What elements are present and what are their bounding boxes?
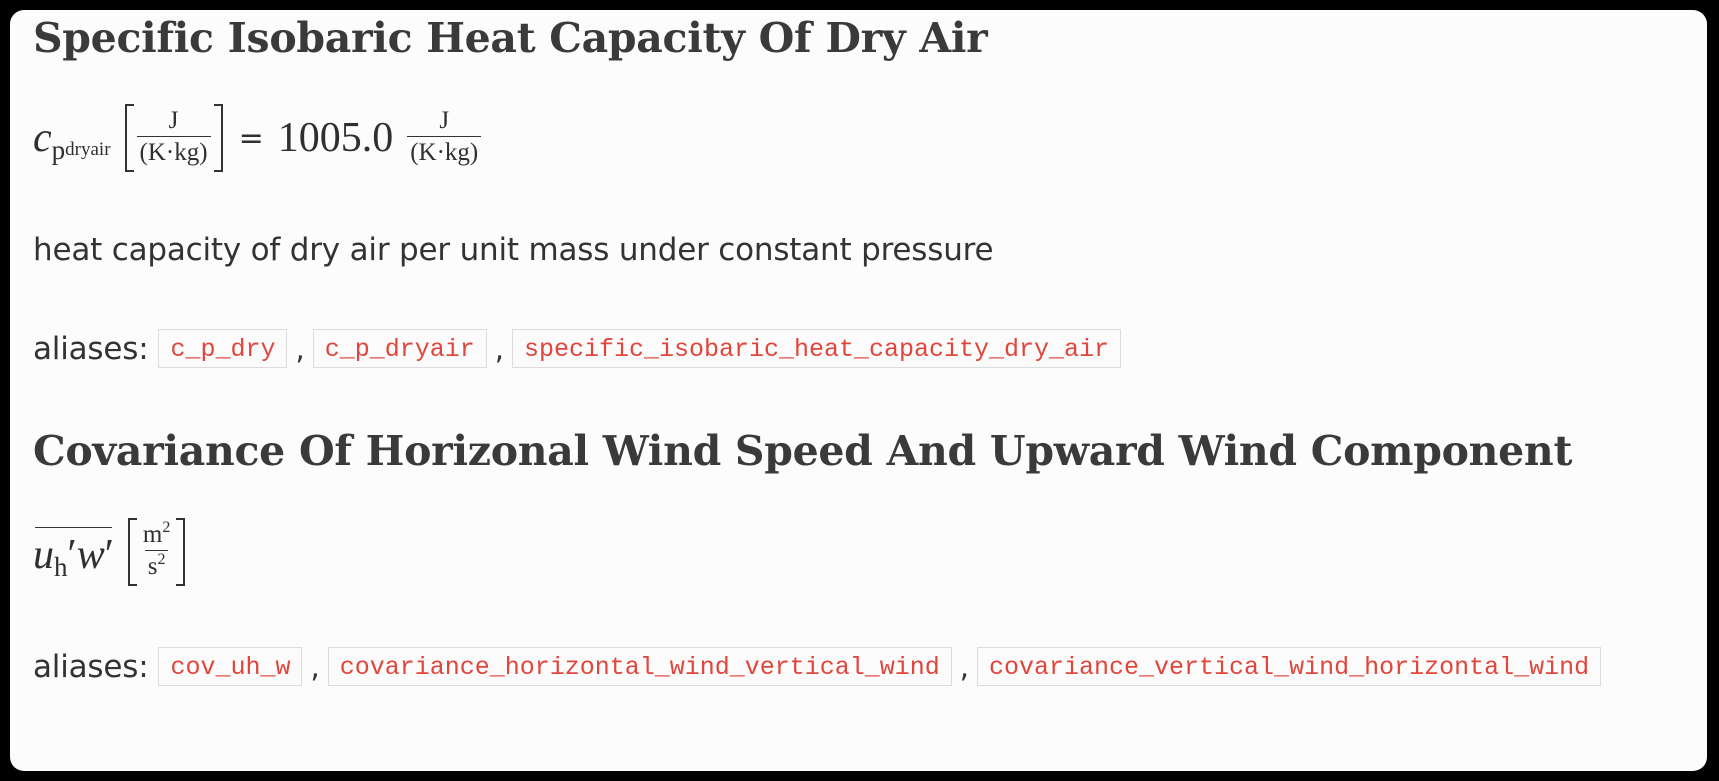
symbol-prime: ′: [104, 532, 114, 578]
formula: cpdryair J (K·kg) = 1005.0 J (K·kg): [33, 104, 482, 172]
symbol: cpdryair: [33, 114, 111, 165]
value-unit-denominator: (K·kg): [407, 136, 482, 168]
alias-code[interactable]: cov_uh_w: [158, 647, 303, 686]
equals-sign: =: [238, 120, 264, 156]
aliases-label: aliases:: [33, 648, 149, 685]
alias-separator: ,: [959, 649, 970, 684]
aliases-row: aliases: c_p_dry , c_p_dryair , specific…: [33, 329, 1122, 368]
alias-code[interactable]: covariance_horizontal_wind_vertical_wind: [327, 647, 952, 686]
unit-bracket: J (K·kg): [124, 104, 223, 172]
alias-separator: ,: [494, 331, 504, 366]
alias-code[interactable]: covariance_vertical_wind_horizontal_wind: [977, 647, 1602, 686]
symbol-main: c: [33, 115, 52, 161]
unit-numerator: m2: [140, 519, 173, 550]
section-title: Specific Isobaric Heat Capacity Of Dry A…: [33, 14, 988, 62]
unit-fraction: J (K·kg): [133, 104, 215, 172]
symbol: uh′w′: [33, 525, 114, 582]
aliases-row: aliases: cov_uh_w , covariance_horizonta…: [33, 647, 1602, 686]
unit-numerator-exp: 2: [162, 519, 171, 536]
formula: uh′w′ m2 s2: [33, 518, 186, 586]
unit-fraction: m2 s2: [136, 518, 177, 586]
alias-separator: ,: [310, 649, 320, 684]
alias-separator: ,: [295, 331, 305, 366]
aliases-label: aliases:: [33, 330, 149, 367]
symbol-u: u: [33, 532, 54, 578]
value-unit-fraction: J (K·kg): [407, 107, 482, 168]
section-title: Covariance Of Horizonal Wind Speed And U…: [33, 427, 1573, 475]
value-unit-numerator: J: [439, 107, 450, 134]
unit-numerator-base: m: [142, 521, 163, 548]
symbol-w: w: [76, 532, 105, 578]
unit-denominator: (K·kg): [136, 136, 211, 168]
unit-numerator: J: [168, 107, 179, 134]
unit-bracket: m2 s2: [127, 518, 186, 586]
symbol-u-sub: h: [54, 552, 68, 582]
constant-value: 1005.0: [277, 115, 394, 161]
document-page: Specific Isobaric Heat Capacity Of Dry A…: [10, 10, 1707, 771]
symbol-subsub: dryair: [65, 139, 111, 160]
unit-denominator-base: s: [147, 553, 158, 581]
symbol-prime: ′: [67, 532, 77, 578]
alias-code[interactable]: c_p_dry: [158, 329, 288, 368]
unit-denominator-exp: 2: [157, 551, 166, 569]
symbol-sub: p: [51, 135, 66, 165]
description: heat capacity of dry air per unit mass u…: [33, 232, 994, 268]
alias-code[interactable]: c_p_dryair: [312, 329, 487, 368]
alias-code[interactable]: specific_isobaric_heat_capacity_dry_air: [511, 329, 1122, 368]
unit-denominator: s2: [144, 550, 169, 582]
